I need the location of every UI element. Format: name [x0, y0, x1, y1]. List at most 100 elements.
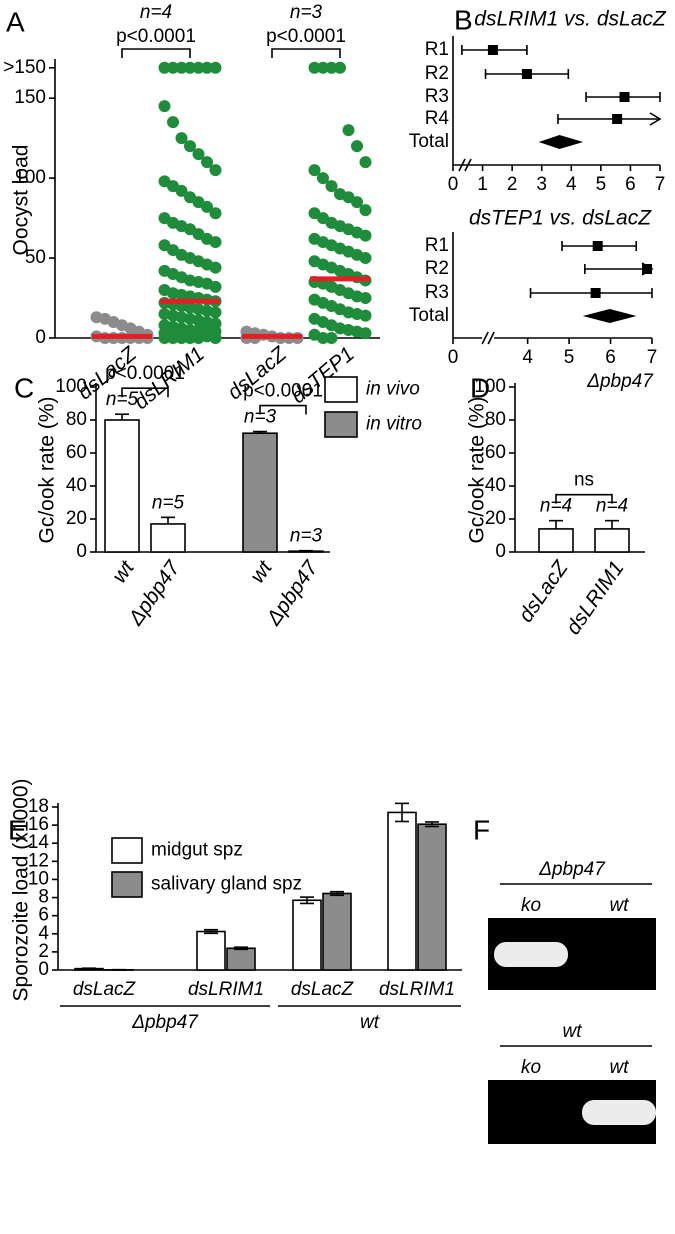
y-tick-label: 12	[28, 850, 49, 871]
dot	[308, 164, 321, 177]
bar	[196, 930, 226, 971]
estimate	[619, 92, 630, 102]
y-tick-label: 0	[495, 541, 506, 562]
dot	[342, 124, 355, 137]
dot	[158, 100, 171, 113]
dot	[192, 61, 205, 74]
x-tick-label: 0	[448, 347, 459, 368]
n-label: n=4	[596, 496, 628, 517]
lane-label: ko	[521, 1057, 541, 1078]
y-tick-label: 6	[38, 905, 49, 926]
dot	[359, 309, 372, 322]
bar	[242, 432, 278, 553]
panel-letter: C	[14, 372, 34, 403]
dot	[359, 156, 372, 169]
ci-arrow	[649, 112, 662, 126]
dot	[201, 61, 213, 74]
row-label: R3	[425, 282, 449, 303]
total-diamond	[538, 135, 584, 149]
dot	[359, 327, 372, 340]
gel-title: wt	[563, 1021, 583, 1042]
row-label: R4	[425, 108, 450, 129]
estimate	[642, 264, 653, 274]
dot	[308, 61, 321, 74]
total-diamond	[582, 309, 637, 323]
panel-letter: E	[8, 814, 27, 845]
p-value: p<0.0001	[116, 26, 196, 47]
bar	[387, 811, 417, 971]
y-tick-label: 4	[38, 923, 49, 944]
group-label: wt	[360, 1012, 380, 1033]
dot	[184, 61, 196, 74]
dot	[317, 332, 329, 344]
legend-label: in vivo	[366, 379, 420, 400]
x-tick-label: 7	[655, 174, 666, 195]
category-label: dsLacZ	[73, 979, 137, 1000]
dot	[359, 229, 372, 242]
y-tick-label: 100	[14, 167, 46, 188]
legend-label: salivary gland spz	[151, 874, 302, 895]
legend-swatch	[324, 411, 358, 438]
category-label: dsLacZ	[514, 556, 573, 627]
dot	[175, 332, 188, 344]
bracket	[259, 404, 307, 415]
dot	[184, 140, 196, 153]
estimate	[612, 114, 623, 124]
dot	[184, 332, 196, 344]
bar	[150, 523, 186, 553]
dot	[209, 236, 222, 249]
bar	[322, 892, 352, 971]
p-value: p<0.0001	[105, 363, 185, 384]
dot	[209, 61, 222, 74]
category-label: dsLacZ	[291, 979, 355, 1000]
group-label: Δpbp47	[131, 1012, 199, 1033]
x-tick-label: 4	[566, 174, 577, 195]
y-tick-label: 80	[66, 409, 87, 430]
p-value: p<0.0001	[243, 381, 323, 402]
n-label: n=5	[106, 389, 139, 410]
category-label: dsLRIM1	[562, 557, 629, 639]
bracket	[271, 48, 341, 58]
dot	[317, 172, 329, 185]
lane-label: wt	[610, 895, 630, 916]
x-tick-label: 5	[564, 347, 575, 368]
y-axis-label: Gc/ook rate (%)	[466, 396, 489, 543]
y-tick-label: 0	[76, 541, 87, 562]
x-tick-label: 0	[448, 174, 459, 195]
dot	[201, 156, 213, 169]
y-axis-label: Gc/ook rate (%)	[36, 396, 59, 543]
bar	[594, 528, 630, 553]
dot	[334, 61, 346, 74]
dot	[167, 332, 179, 344]
x-tick-label: 6	[625, 174, 636, 195]
x-tick-label: 4	[522, 347, 533, 368]
row-label: R3	[425, 86, 449, 107]
forest-title: dsLRIM1 vs. dsLacZ	[474, 8, 667, 31]
bracket	[121, 48, 191, 58]
category-label: wt	[246, 556, 278, 587]
forest-title: dsTEP1 vs. dsLacZ	[469, 207, 652, 230]
bar	[292, 899, 322, 971]
row-label: Total	[409, 305, 449, 326]
row-label: R2	[425, 258, 449, 279]
legend-swatch	[324, 376, 358, 403]
dot	[209, 306, 222, 319]
x-tick-label: 6	[605, 347, 616, 368]
gel-title: Δpbp47	[538, 859, 606, 880]
dot	[325, 332, 338, 344]
estimate	[590, 288, 601, 298]
y-tick-label: 2	[38, 941, 49, 962]
dot	[158, 61, 171, 74]
gel-band	[582, 1100, 656, 1125]
panel-letter: A	[6, 6, 25, 37]
dot	[201, 200, 213, 213]
gel-band	[494, 942, 568, 967]
estimate	[521, 69, 532, 79]
row-label: R2	[425, 63, 449, 84]
estimate	[487, 45, 498, 55]
y-axis-label: Sporozoite load (x1000)	[10, 779, 33, 1002]
y-tick-label: >150	[3, 57, 46, 78]
legend-swatch	[111, 837, 143, 864]
dot	[192, 332, 205, 344]
